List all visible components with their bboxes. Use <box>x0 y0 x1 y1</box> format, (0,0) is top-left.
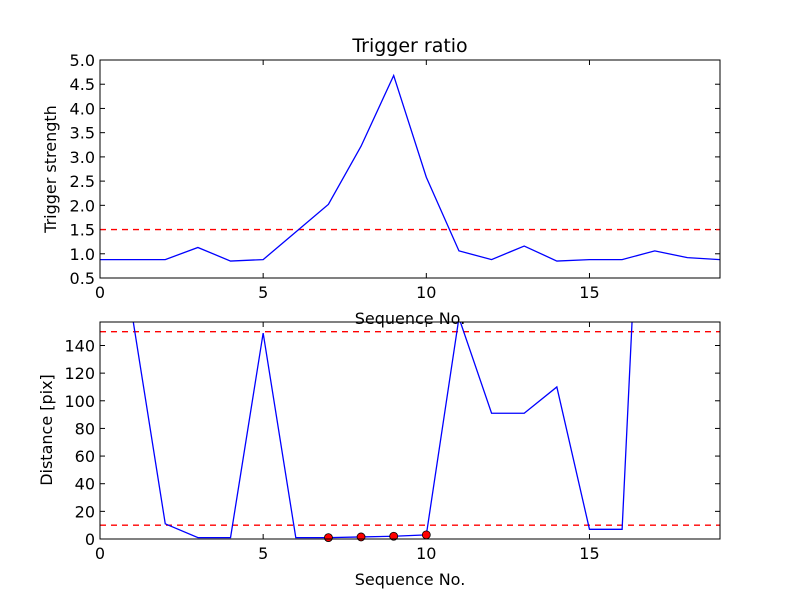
bottom-x-tick-label: 10 <box>416 544 436 563</box>
bottom-y-axis-label: Distance [pix] <box>37 374 56 486</box>
top-y-tick-label: 4.0 <box>70 99 95 118</box>
top-x-tick-label: 5 <box>258 283 268 302</box>
distance-subplot: 0 5 10 15 0 20 40 60 80 100 120 140 Sequence No. Di… <box>37 321 721 589</box>
top-x-tick-label: 10 <box>416 283 436 302</box>
distance-line <box>132 322 633 539</box>
bottom-x-tick-label: 15 <box>579 544 599 563</box>
bottom-y-tick-label: 120 <box>64 364 95 383</box>
top-x-tick-label: 0 <box>95 283 105 302</box>
top-y-tick-label: 4.5 <box>70 75 95 94</box>
top-y-tick-label: 0.5 <box>70 269 95 288</box>
bottom-y-tick-label: 100 <box>64 392 95 411</box>
top-y-tick-label: 1.5 <box>70 221 95 240</box>
top-y-tick-label: 2.5 <box>70 172 95 191</box>
top-y-tick-label: 3.5 <box>70 124 95 143</box>
trigger-ratio-subplot: Trigger ratio 0 5 10 15 0.5 1.0 1.5 2.0 2.5 3.0 3.… <box>41 35 721 328</box>
bottom-y-tick-label: 60 <box>75 447 95 466</box>
bottom-data-marker <box>356 532 366 542</box>
bottom-data-marker <box>421 530 431 540</box>
bottom-y-tick-label: 40 <box>75 475 95 494</box>
top-y-tick-label: 1.0 <box>70 245 95 264</box>
bottom-x-axis-label: Sequence No. <box>355 570 466 589</box>
bottom-data-marker <box>324 533 333 543</box>
top-y-axis-label: Trigger strength <box>41 105 60 234</box>
top-ticks: 0 5 10 15 0.5 1.0 1.5 2.0 2.5 3.0 3.5 4.0 4.5 5.0 <box>70 51 720 302</box>
top-axes-frame <box>99 59 721 279</box>
bottom-axes-frame <box>99 321 721 540</box>
top-x-axis-label: Sequence No. <box>355 309 466 328</box>
bottom-y-tick-label: 20 <box>75 502 95 521</box>
top-y-tick-label: 3.0 <box>70 148 95 167</box>
bottom-y-tick-label: 140 <box>64 336 95 355</box>
bottom-x-tick-label: 0 <box>95 544 105 563</box>
bottom-x-tick-label: 5 <box>258 544 268 563</box>
top-y-tick-label: 2.0 <box>70 196 95 215</box>
bottom-y-tick-label: 80 <box>75 419 95 438</box>
trigger-strength-line <box>100 73 720 262</box>
top-y-tick-label: 5.0 <box>70 51 95 70</box>
top-x-tick-label: 15 <box>579 283 599 302</box>
bottom-reference-lines <box>100 331 720 526</box>
bottom-y-tick-label: 0 <box>85 530 95 549</box>
chart-title: Trigger ratio <box>351 35 467 57</box>
bottom-data-marker <box>389 531 399 541</box>
bottom-ticks: 0 5 10 15 0 20 40 60 80 100 120 140 <box>64 322 720 563</box>
